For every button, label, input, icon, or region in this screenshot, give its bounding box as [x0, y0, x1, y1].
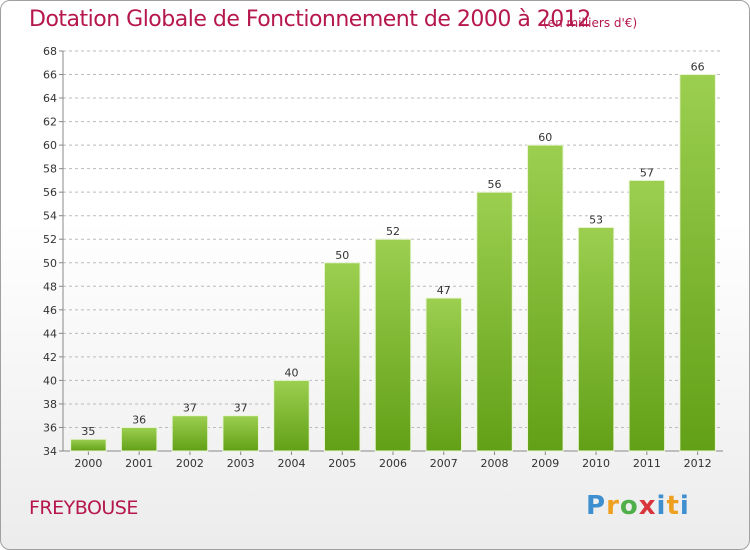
- y-tick-label: 46: [43, 304, 57, 317]
- x-tick-label: 2010: [582, 457, 610, 470]
- commune-name: FREYBOUSE: [29, 497, 138, 519]
- proxiti-logo: Proxiti: [586, 491, 690, 521]
- y-tick-label: 44: [43, 327, 57, 340]
- y-tick-label: 52: [43, 233, 57, 246]
- chart-subtitle: (en milliers d'€): [543, 16, 638, 30]
- bar-2005: [323, 262, 361, 452]
- data-label-2008: 56: [488, 178, 502, 191]
- x-tick-label: 2007: [430, 457, 458, 470]
- data-label-2010: 53: [589, 213, 603, 226]
- bar-2010: [577, 226, 615, 452]
- bar-2002: [171, 415, 209, 452]
- data-label-2007: 47: [437, 284, 451, 297]
- y-tick-label: 60: [43, 139, 57, 152]
- data-label-2004: 40: [284, 366, 298, 379]
- bar-2003: [222, 415, 259, 452]
- x-tick-label: 2011: [633, 457, 661, 470]
- y-tick-label: 62: [43, 116, 57, 129]
- x-tick-label: 2009: [531, 457, 559, 470]
- x-tick-label: 2005: [328, 457, 356, 470]
- data-label-2005: 50: [335, 249, 349, 262]
- y-tick-label: 68: [43, 45, 57, 58]
- y-tick-label: 42: [43, 351, 57, 364]
- x-tick-label: 2006: [379, 457, 407, 470]
- y-tick-label: 48: [43, 280, 57, 293]
- bar-2001: [120, 426, 158, 452]
- bar-2007: [425, 297, 463, 452]
- bar-2008: [476, 191, 513, 452]
- data-label-2006: 52: [386, 225, 400, 238]
- x-tick-label: 2003: [227, 457, 255, 470]
- x-tick-label: 2012: [684, 457, 712, 470]
- bar-2000: [70, 438, 107, 452]
- bar-chart: 34 36 38 40 42 44 46 48 50 52 54 56 58 60 62 64 66 68 2000…: [43, 45, 723, 470]
- data-label-2012: 66: [691, 61, 705, 74]
- y-tick-label: 50: [43, 257, 57, 270]
- x-tick-label: 2008: [481, 457, 509, 470]
- bar-2011: [628, 179, 666, 452]
- data-label-2002: 37: [183, 402, 197, 415]
- y-tick-label: 34: [43, 445, 57, 458]
- y-tick-label: 40: [43, 374, 57, 387]
- chart-title: Dotation Globale de Fonctionnement de 20…: [29, 7, 591, 32]
- y-tick-label: 54: [43, 210, 57, 223]
- x-tick-label: 2001: [125, 457, 153, 470]
- data-label-2011: 57: [640, 166, 654, 179]
- label-layer: 35 36 37 37 40 50 52 47 56 60 53 57 66: [81, 61, 704, 439]
- x-tick-label: 2004: [277, 457, 305, 470]
- bar-2004: [273, 379, 310, 452]
- y-tick-label: 38: [43, 398, 57, 411]
- bar-layer: [70, 74, 716, 452]
- y-tick-label: 56: [43, 186, 57, 199]
- data-label-2009: 60: [538, 131, 552, 144]
- bar-2012: [679, 74, 716, 452]
- data-label-2003: 37: [234, 402, 248, 415]
- data-label-2000: 35: [81, 425, 95, 438]
- y-tick-label: 36: [43, 421, 57, 434]
- axis-layer: 34 36 38 40 42 44 46 48 50 52 54 56 58 60 62 64 66 68 2000…: [43, 45, 723, 470]
- bar-2006: [374, 238, 412, 452]
- x-tick-label: 2000: [74, 457, 102, 470]
- data-label-2001: 36: [132, 413, 146, 426]
- y-tick-label: 66: [43, 69, 57, 82]
- bar-2009: [527, 144, 564, 452]
- y-tick-label: 58: [43, 163, 57, 176]
- x-tick-label: 2002: [176, 457, 204, 470]
- y-tick-label: 64: [43, 92, 57, 105]
